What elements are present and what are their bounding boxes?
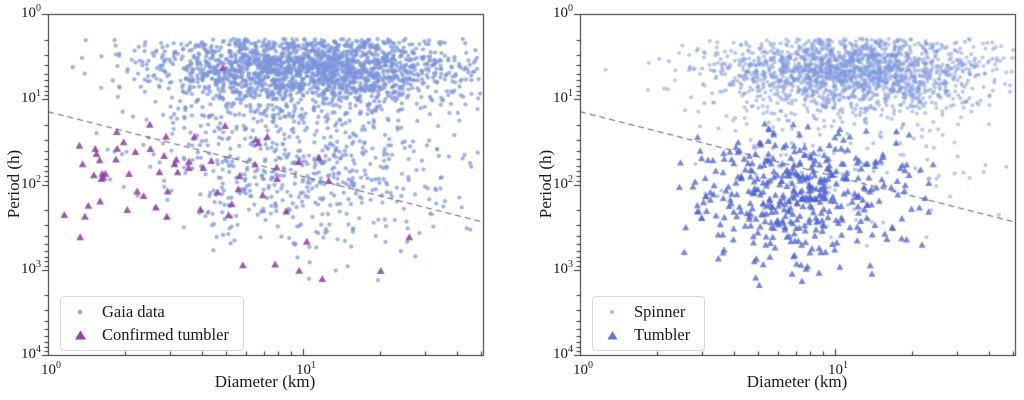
- tick-label: 103: [553, 258, 573, 277]
- tick-label: 101: [21, 88, 41, 107]
- tick-label: 100: [573, 360, 593, 379]
- left-legend: Gaia data Confirmed tumbler: [60, 296, 244, 351]
- legend-item-confirmed-tumbler: Confirmed tumbler: [71, 323, 229, 346]
- legend-label: Gaia data: [102, 301, 165, 321]
- legend-label: Confirmed tumbler: [102, 324, 229, 344]
- legend-item-gaia-data: Gaia data: [71, 300, 229, 323]
- legend-label: Tumbler: [634, 324, 691, 344]
- circle-marker-icon: [71, 306, 89, 318]
- tick-label: 100: [21, 3, 41, 22]
- legend-item-spinner: Spinner: [603, 300, 690, 323]
- tick-label: 101: [828, 360, 848, 379]
- tick-label: 100: [553, 3, 573, 22]
- legend-label: Spinner: [634, 301, 686, 321]
- tick-label: 104: [21, 344, 41, 363]
- tick-label: 102: [553, 173, 573, 192]
- triangle-marker-icon: [71, 329, 89, 341]
- tick-label: 101: [553, 88, 573, 107]
- circle-marker-icon: [603, 306, 621, 318]
- right-legend: Spinner Tumbler: [592, 296, 706, 351]
- tick-label: 101: [296, 360, 316, 379]
- tick-label: 104: [553, 344, 573, 363]
- legend-item-tumbler: Tumbler: [603, 323, 690, 346]
- tick-label: 102: [21, 173, 41, 192]
- tick-label: 100: [41, 360, 61, 379]
- right-x-axis-label: Diameter (km): [746, 372, 848, 391]
- tick-label: 103: [21, 258, 41, 277]
- triangle-marker-icon: [603, 329, 621, 341]
- left-x-axis-label: Diameter (km): [214, 372, 316, 391]
